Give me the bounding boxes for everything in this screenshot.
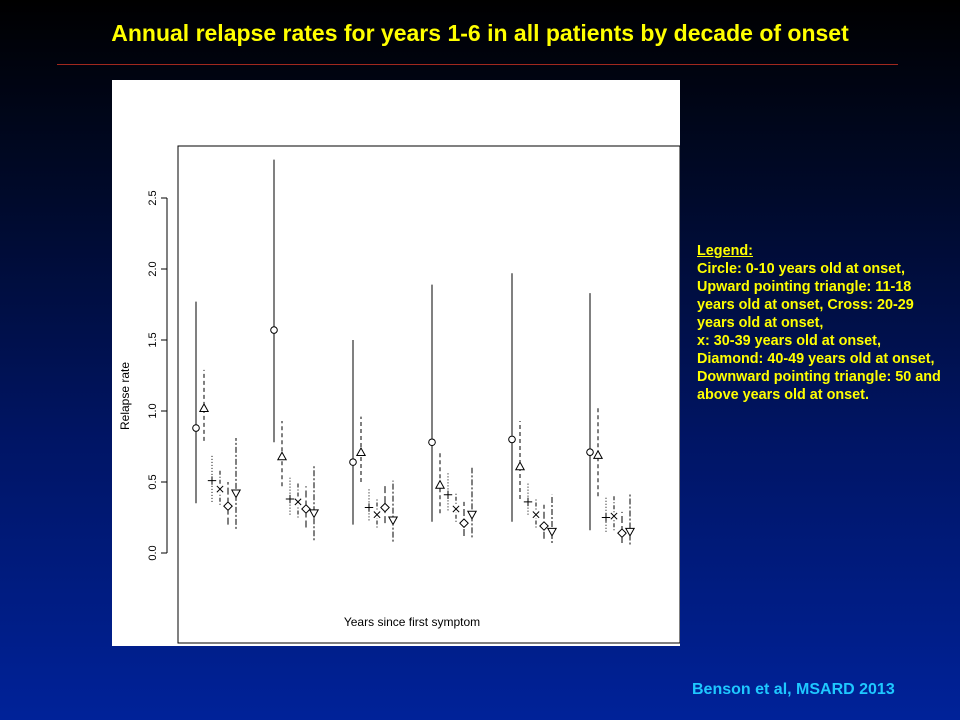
data-point-triangle-up [276,451,288,461]
data-point-triangle-down [466,510,478,520]
series-triangle-up [198,369,604,514]
plot-frame [177,145,680,644]
y-tick-label: 0.5 [147,474,159,489]
legend-line: x: 30-39 years old at onset, [697,333,881,349]
y-tick-label: 2.5 [147,190,159,205]
marker-backing [302,505,310,513]
data-point-triangle-up [592,449,604,459]
data-point-triangle-up [434,479,446,489]
data-point-triangle-down [546,527,558,537]
y-tick-label: 1.5 [147,332,159,347]
data-point-triangle-up [198,402,210,413]
legend-line: Downward pointing triangle: 50 and above… [697,369,941,403]
data-point-x [610,512,618,520]
marker-backing [192,424,200,432]
marker-backing [224,502,232,510]
data-point-x [294,498,302,506]
legend-line: Circle: 0-10 years old at onset, Upward … [697,261,914,331]
data-point-circle [586,448,594,456]
data-point-diamond [380,502,390,513]
marker-backing [540,522,548,530]
slide-title: Annual relapse rates for years 1-6 in al… [111,20,849,46]
series-circle [192,159,594,531]
marker-backing [428,438,436,446]
data-point-triangle-down [624,527,636,537]
data-point-triangle-down [387,516,399,526]
data-point-plus [601,513,611,522]
data-point-plus [207,476,217,485]
y-axis: 0.0 0.5 1.0 1.5 2.0 2.5 [147,190,168,561]
data-point-circle [428,438,436,447]
data-point-plus [443,490,453,499]
data-point-circle [508,435,516,444]
y-axis-label: Relapse rate [118,362,132,430]
marker-backing [349,458,357,466]
data-point-plus [364,503,374,512]
y-tick-label: 0.0 [147,545,159,560]
data-point-x [452,505,460,513]
marker-backing [586,448,594,456]
series-plus [207,455,611,532]
data-point-diamond [459,518,469,529]
marker-backing [460,519,468,527]
y-tick-label: 1.0 [147,403,159,418]
series-layer [192,159,636,545]
legend-box: Legend: Circle: 0-10 years old at onset,… [697,242,942,404]
series-triangle-down [230,437,636,545]
data-point-diamond [223,501,233,512]
legend-line: Diamond: 40-49 years old at onset, [697,351,935,367]
data-point-triangle-down [308,509,320,519]
citation: Benson et al, MSARD 2013 [692,681,895,698]
data-point-triangle-up [355,446,367,457]
data-point-circle [192,424,200,432]
marker-backing [270,326,278,334]
data-point-plus [523,497,533,507]
data-point-diamond [617,528,627,539]
data-point-x [532,511,540,519]
data-point-circle [349,458,357,466]
data-point-circle [270,326,278,334]
data-point-plus [285,494,295,504]
data-point-diamond [539,521,549,531]
data-point-x [216,485,224,493]
data-point-diamond [301,504,311,514]
x-axis-label: Years since first symptom [344,615,480,629]
series-x [216,470,618,531]
legend-heading: Legend: [697,243,753,259]
marker-backing [508,435,516,443]
chart-panel: 0.00.51.01.52.02.5 123456 Relapse rate Y… [112,80,680,646]
series-diamond [223,482,627,544]
title-divider [57,64,898,65]
data-point-x [373,511,381,519]
marker-backing [618,529,626,537]
y-tick-label: 2.0 [147,261,159,276]
marker-backing [381,503,389,512]
data-point-triangle-down [230,489,242,499]
data-point-triangle-up [514,461,526,471]
relapse-rate-chart: 0.00.51.01.52.02.5 123456 Relapse rate Y… [118,145,680,644]
